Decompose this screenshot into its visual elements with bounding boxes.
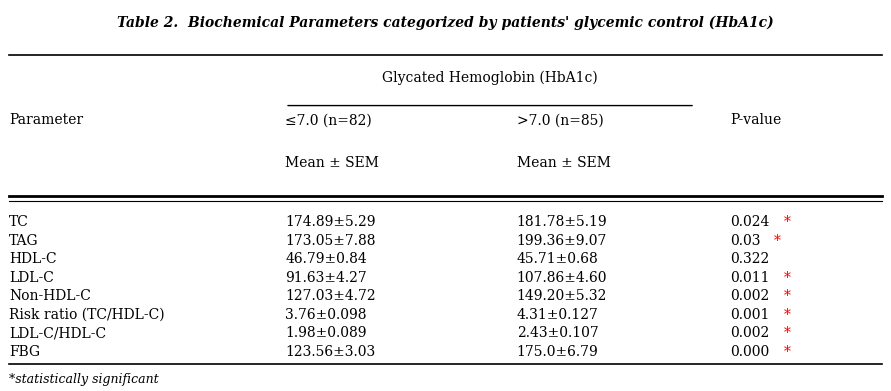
Text: Parameter: Parameter: [9, 113, 83, 127]
Text: *: *: [773, 233, 781, 248]
Text: TC: TC: [9, 215, 29, 229]
Text: FBG: FBG: [9, 345, 40, 359]
Text: 149.20±5.32: 149.20±5.32: [517, 289, 607, 303]
Text: TAG: TAG: [9, 233, 38, 248]
Text: 0.002: 0.002: [731, 326, 770, 341]
Text: *statistically significant: *statistically significant: [9, 373, 159, 386]
Text: *: *: [784, 308, 791, 322]
Text: 2.43±0.107: 2.43±0.107: [517, 326, 599, 341]
Text: HDL-C: HDL-C: [9, 252, 56, 266]
Text: 181.78±5.19: 181.78±5.19: [517, 215, 608, 229]
Text: *: *: [784, 215, 791, 229]
Text: 46.79±0.84: 46.79±0.84: [285, 252, 367, 266]
Text: Mean ± SEM: Mean ± SEM: [517, 156, 610, 170]
Text: P-value: P-value: [731, 113, 782, 127]
Text: 0.322: 0.322: [731, 252, 770, 266]
Text: 123.56±3.03: 123.56±3.03: [285, 345, 375, 359]
Text: 0.000: 0.000: [731, 345, 770, 359]
Text: *: *: [784, 345, 791, 359]
Text: LDL-C: LDL-C: [9, 271, 53, 285]
Text: Table 2.  Biochemical Parameters categorized by patients' glycemic control (HbA1: Table 2. Biochemical Parameters categori…: [117, 16, 774, 30]
Text: 127.03±4.72: 127.03±4.72: [285, 289, 376, 303]
Text: *: *: [784, 271, 791, 285]
Text: 174.89±5.29: 174.89±5.29: [285, 215, 376, 229]
Text: *: *: [784, 289, 791, 303]
Text: Risk ratio (TC/HDL-C): Risk ratio (TC/HDL-C): [9, 308, 165, 322]
Text: 91.63±4.27: 91.63±4.27: [285, 271, 367, 285]
Text: >7.0 (n=85): >7.0 (n=85): [517, 113, 603, 127]
Text: 0.024: 0.024: [731, 215, 770, 229]
Text: Mean ± SEM: Mean ± SEM: [285, 156, 379, 170]
Text: 0.03: 0.03: [731, 233, 761, 248]
Text: 199.36±9.07: 199.36±9.07: [517, 233, 607, 248]
Text: 1.98±0.089: 1.98±0.089: [285, 326, 366, 341]
Text: ≤7.0 (n=82): ≤7.0 (n=82): [285, 113, 372, 127]
Text: LDL-C/HDL-C: LDL-C/HDL-C: [9, 326, 106, 341]
Text: 0.011: 0.011: [731, 271, 770, 285]
Text: 173.05±7.88: 173.05±7.88: [285, 233, 376, 248]
Text: *: *: [784, 326, 791, 341]
Text: 107.86±4.60: 107.86±4.60: [517, 271, 608, 285]
Text: 175.0±6.79: 175.0±6.79: [517, 345, 599, 359]
Text: 3.76±0.098: 3.76±0.098: [285, 308, 366, 322]
Text: 0.001: 0.001: [731, 308, 770, 322]
Text: 4.31±0.127: 4.31±0.127: [517, 308, 599, 322]
Text: Glycated Hemoglobin (HbA1c): Glycated Hemoglobin (HbA1c): [382, 70, 598, 85]
Text: 45.71±0.68: 45.71±0.68: [517, 252, 599, 266]
Text: 0.002: 0.002: [731, 289, 770, 303]
Text: Non-HDL-C: Non-HDL-C: [9, 289, 91, 303]
